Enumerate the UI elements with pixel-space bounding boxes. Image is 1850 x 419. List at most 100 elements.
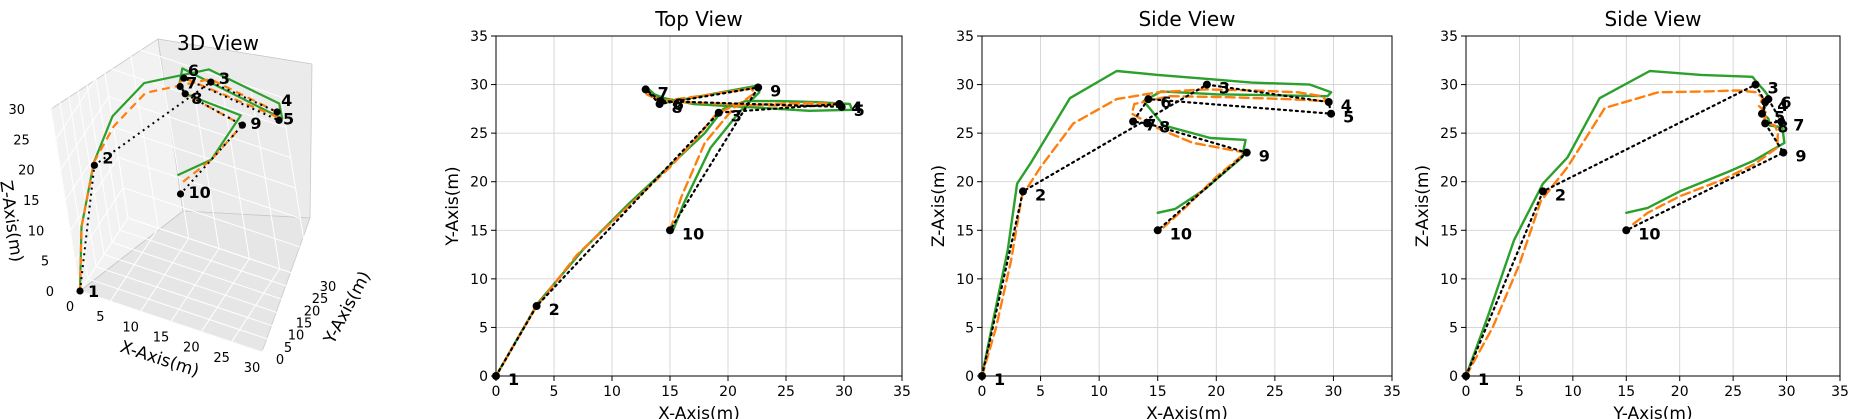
grid-line-floor-y [111, 241, 295, 304]
waypoint-marker [275, 116, 283, 124]
waypoint-label: 9 [770, 81, 781, 100]
x-tick-label: 15 [153, 331, 170, 346]
grid-line-left-z [50, 35, 100, 110]
x-tick-label: 20 [1207, 384, 1225, 400]
series-reference [79, 76, 281, 292]
z-tick-label: 5 [41, 255, 49, 270]
waypoint-marker [666, 226, 674, 235]
x-tick-label: 10 [1564, 384, 1582, 400]
waypoint-label: 2 [1555, 185, 1566, 204]
series-reference [1464, 83, 1785, 378]
waypoint-marker [1144, 95, 1153, 104]
waypoint-marker [1129, 117, 1138, 126]
x-tick-label: 20 [183, 341, 200, 356]
y-tick-label: 25 [956, 126, 974, 142]
x-tick-label: 25 [1724, 384, 1742, 400]
grid-line-back-z [108, 96, 291, 159]
chart-side-view-yz: 0 5 10 15 20 25 30 350510152025303512345678910S… [1413, 7, 1849, 419]
x-tick-label: 20 [719, 384, 737, 400]
y-tick-label: 25 [1440, 126, 1458, 142]
waypoint-label: 7 [658, 83, 669, 102]
waypoint-label: 3 [731, 107, 742, 126]
series-path-b [78, 67, 284, 292]
grid-line-left-z [69, 157, 119, 231]
y-tick-label: 5 [1449, 320, 1458, 336]
waypoint-label: 5 [1343, 108, 1354, 127]
waypoint-label: 1 [994, 370, 1005, 389]
grid-line-floor-y [103, 254, 287, 316]
waypoint-label: 10 [1638, 224, 1660, 243]
z-tick-label: 0 [46, 285, 54, 300]
waypoint-label: 9 [1259, 147, 1270, 166]
y-tick-label: 25 [312, 292, 329, 307]
x-tick-label: 20 [1671, 384, 1689, 400]
grid-line-left-z [55, 66, 105, 140]
y-tick-label: 5 [965, 320, 974, 336]
waypoint-marker [238, 121, 246, 129]
y-tick-label: 15 [296, 317, 313, 332]
waypoint-marker [1779, 148, 1788, 157]
y-tick-label: 20 [956, 175, 974, 191]
y-tick-label: 15 [956, 223, 974, 239]
waypoint-label: 2 [102, 148, 113, 167]
waypoint-marker [1324, 98, 1333, 107]
grid-line-back-z [123, 187, 306, 250]
y-tick-label: 20 [304, 304, 321, 319]
waypoint-label: 9 [1795, 147, 1806, 166]
waypoint-marker [641, 85, 650, 94]
waypoint-label: 3 [219, 69, 230, 88]
waypoint-label: 6 [1780, 93, 1791, 112]
y-tick-label: 30 [1440, 78, 1458, 94]
grid-line-floor-y [79, 290, 263, 353]
grid-line-floor-y [119, 229, 303, 292]
waypoint-marker [1757, 109, 1766, 118]
waypoint-label: 6 [1160, 93, 1171, 112]
y-tick-label: 30 [470, 78, 488, 94]
z-tick-label: 10 [28, 224, 45, 239]
x-tick-label: 0 [66, 300, 74, 315]
x-tick-label: 0 [1462, 384, 1471, 400]
y-axis-label: Z-Axis(m) [1413, 165, 1433, 247]
y-axis-label: Z-Axis(m) [929, 165, 949, 247]
x-tick-label: 30 [835, 384, 853, 400]
x-tick-label: 25 [213, 351, 230, 366]
grid-line-left-z [60, 96, 110, 170]
z-tick-label: 20 [18, 164, 35, 179]
y-tick-label: 15 [470, 223, 488, 239]
x-tick-label: 30 [1778, 384, 1796, 400]
series-path-b [1464, 69, 1786, 378]
x-tick-label: 0 [978, 384, 987, 400]
x-tick-label: 35 [1831, 384, 1849, 400]
waypoint-marker [1622, 226, 1631, 235]
y-tick-label: 0 [965, 369, 974, 385]
y-tick-label: 10 [956, 272, 974, 288]
waypoint-marker [492, 372, 500, 380]
waypoint-marker [1751, 80, 1760, 89]
waypoint-marker [1202, 80, 1211, 89]
x-axis-label: Y-Axis(m) [1612, 404, 1692, 419]
waypoint-marker [181, 90, 189, 98]
waypoint-marker [76, 287, 84, 295]
plot-frame [1465, 35, 1841, 377]
waypoint-marker [90, 161, 98, 169]
waypoint-marker [655, 100, 664, 108]
series-path-a [1464, 89, 1780, 378]
y-tick-label: 5 [479, 320, 488, 336]
y-axis-label: Y-Axis(m) [443, 166, 463, 246]
x-tick-label: 35 [1383, 384, 1401, 400]
chart-title: Top View [654, 7, 743, 31]
x-tick-label: 25 [1266, 384, 1284, 400]
x-tick-label: 15 [661, 384, 679, 400]
y-tick-label: 5 [284, 341, 292, 356]
y-tick-label: 10 [470, 272, 488, 288]
waypoint-marker [714, 108, 723, 117]
waypoint-marker [176, 190, 185, 198]
chart-title: 3D View [177, 31, 259, 55]
grid-line-left-z [74, 187, 124, 261]
x-tick-label: 25 [777, 384, 795, 400]
y-tick-label: 0 [479, 369, 488, 385]
y-tick-label: 25 [470, 126, 488, 142]
y-tick-label: 0 [1449, 369, 1458, 385]
